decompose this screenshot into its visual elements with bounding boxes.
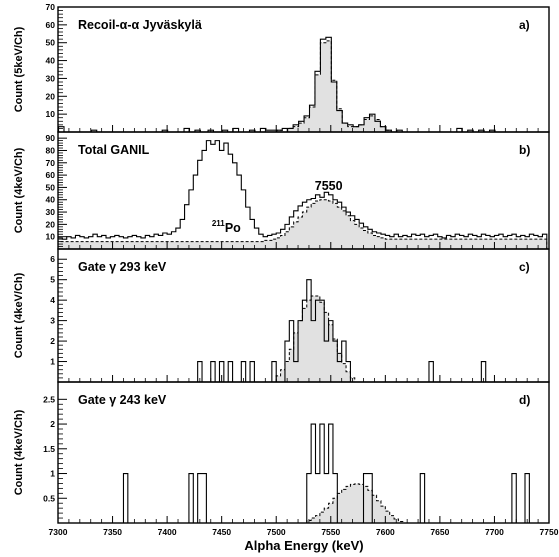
fit-fill — [58, 199, 547, 249]
y-tick-label: 1 — [50, 469, 55, 479]
y-axis-label: Count (4keV/Ch) — [13, 147, 25, 233]
y-tick-label: 80 — [46, 145, 56, 155]
panel-title: Gate γ 243 keV — [78, 393, 167, 407]
panel-d: 0.5 1 1.5 2 2.5 Count (4keV/Ch) Gate γ 243 keV… — [13, 381, 550, 524]
panel-title: Recoil-α-α Jyväskylä — [78, 18, 202, 32]
x-tick-label: 7650 — [430, 527, 449, 537]
panel-title: Gate γ 293 keV — [78, 260, 167, 274]
y-tick-label: 1 — [50, 357, 55, 367]
y-axis-label: Count (5keV/Ch) — [13, 26, 25, 112]
x-tick-label: 7350 — [103, 527, 122, 537]
y-tick-label: 5 — [50, 275, 55, 285]
plot-area — [58, 36, 496, 132]
fit-dashed-line — [306, 483, 404, 523]
y-tick-label: 1.5 — [43, 444, 55, 454]
y-tick-label: 2 — [50, 336, 55, 346]
y-tick-label: 60 — [46, 170, 56, 180]
y-tick-label: 30 — [46, 207, 56, 217]
data-histogram — [58, 140, 548, 249]
panel-title: Total GANIL — [78, 143, 150, 157]
annotation-superscript: 211 — [212, 219, 225, 228]
y-tick-label: 50 — [46, 182, 56, 192]
y-tick-label: 70 — [46, 158, 56, 168]
fit-dashed-line — [275, 295, 356, 382]
plot-area — [197, 279, 487, 382]
panel-b: 10 20 30 40 50 60 70 80 90 Count (4keV/Ch) Total G… — [13, 131, 550, 250]
y-tick-label: 3 — [50, 316, 55, 326]
y-tick-label: 4 — [50, 295, 55, 305]
y-tick-label: 40 — [46, 56, 56, 66]
y-axis-label: Count (4keV/Ch) — [13, 409, 25, 495]
panel-tag: b) — [519, 143, 530, 157]
fit-fill — [276, 40, 392, 132]
x-tick-label: 7700 — [485, 527, 504, 537]
x-tick-label: 7600 — [376, 527, 395, 537]
y-tick-label: 0.5 — [43, 493, 55, 503]
y-tick-label: 90 — [46, 133, 56, 143]
fit-dashed-line — [58, 199, 548, 249]
x-tick-label: 7400 — [158, 527, 177, 537]
y-tick-label: 20 — [46, 219, 56, 229]
x-axis-label: Alpha Energy (keV) — [244, 538, 363, 553]
y-tick-label: 30 — [46, 73, 56, 83]
fit-fill — [306, 483, 403, 523]
plot-area — [58, 140, 548, 249]
panel-tag: d) — [519, 393, 530, 407]
y-tick-label: 10 — [46, 232, 56, 242]
plot-area — [122, 423, 530, 523]
y-axis-label: Count (4keV/Ch) — [13, 272, 25, 358]
panel-frame — [57, 381, 550, 524]
x-tick-label: 7450 — [212, 527, 231, 537]
y-tick-label: 60 — [46, 20, 56, 30]
data-histogram — [122, 423, 530, 523]
panel-tag: c) — [519, 260, 530, 274]
data-histogram — [58, 36, 496, 132]
annotation-label: Po — [225, 221, 241, 235]
y-tick-label: 10 — [46, 109, 56, 119]
data-histogram — [197, 279, 487, 382]
fit-fill — [276, 296, 355, 382]
annotation-label: 7550 — [315, 179, 343, 193]
y-tick-label: 40 — [46, 195, 56, 205]
y-tick-label: 20 — [46, 91, 56, 101]
x-tick-label: 7750 — [540, 527, 559, 537]
y-tick-label: 50 — [46, 38, 56, 48]
y-tick-label: 2 — [50, 419, 55, 429]
y-tick-label: 6 — [50, 254, 55, 264]
panel-c: 1 2 3 4 5 6 Count (4keV/Ch) Gate γ 293 keV c) — [13, 248, 550, 383]
y-tick-label: 70 — [46, 2, 56, 12]
x-tick-label: 7550 — [321, 527, 340, 537]
y-tick-label: 2.5 — [43, 394, 55, 404]
x-tick-label: 7300 — [49, 527, 68, 537]
panel-a: 10 20 30 40 50 60 70 Count (5keV/Ch) Recoil-α-α … — [13, 2, 550, 133]
x-tick-label: 7500 — [267, 527, 286, 537]
panel-tag: a) — [519, 18, 530, 32]
